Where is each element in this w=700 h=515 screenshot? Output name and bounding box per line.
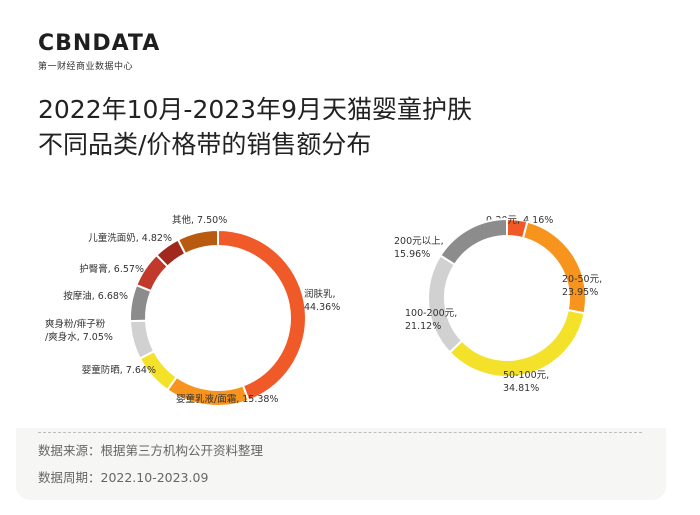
slice-label: 婴童乳液/面霜, 15.38%	[176, 393, 278, 405]
brand-logo: CBNDATA 第一财经商业数据中心	[38, 31, 161, 73]
slice-label: 200元以上, 15.96%	[394, 236, 444, 260]
donut-slice	[217, 228, 307, 402]
chart-area-background	[16, 170, 666, 428]
title-line-1: 2022年10月-2023年9月天猫婴童护肤	[38, 95, 472, 124]
category-donut: 润肤乳, 44.36% 婴童乳液/面霜, 15.38% 婴童防晒, 7.64% 爽身粉/…	[45, 214, 340, 407]
footer-divider	[38, 432, 642, 433]
title-line-2: 不同品类/价格带的销售额分布	[38, 130, 372, 159]
slice-label: 0-20元, 4.16%	[486, 215, 553, 226]
slice-label: 爽身粉/痱子粉/爽身水, 7.05%	[45, 318, 113, 343]
logo-text: CBNDATA	[38, 31, 161, 56]
slice-label: 其他, 7.50%	[172, 214, 227, 226]
slice-label: 50-100元, 34.81%	[503, 370, 549, 394]
slice-label: 100-200元, 21.12%	[405, 308, 457, 332]
chart-title: 2022年10月-2023年9月天猫婴童护肤 不同品类/价格带的销售额分布	[38, 92, 472, 162]
slice-label: 20-50元, 23.95%	[562, 274, 602, 298]
price-donut: 0-20元, 4.16% 20-50元, 23.95% 50-100元, 34.81% 1…	[394, 215, 602, 394]
chart-card	[16, 170, 666, 500]
slice-label: 婴童防晒, 7.64%	[82, 364, 156, 376]
donut-slice	[521, 220, 587, 315]
donut-slice	[448, 308, 586, 378]
donut-slice	[129, 319, 156, 360]
slice-label: 按摩油, 6.68%	[63, 290, 128, 302]
slice-label: 护臀膏, 6.57%	[79, 263, 144, 275]
donut-slice	[427, 254, 464, 354]
logo-tagline: 第一财经商业数据中心	[38, 62, 134, 72]
slice-label: 儿童洗面奶, 4.82%	[88, 232, 172, 244]
slice-label: 润肤乳, 44.36%	[304, 288, 340, 313]
data-period-note: 数据周期：2022.10-2023.09	[38, 470, 209, 485]
donut-slice	[439, 217, 508, 267]
data-source-note: 数据来源：根据第三方机构公开资料整理	[38, 443, 264, 458]
donut-slice	[176, 228, 219, 256]
